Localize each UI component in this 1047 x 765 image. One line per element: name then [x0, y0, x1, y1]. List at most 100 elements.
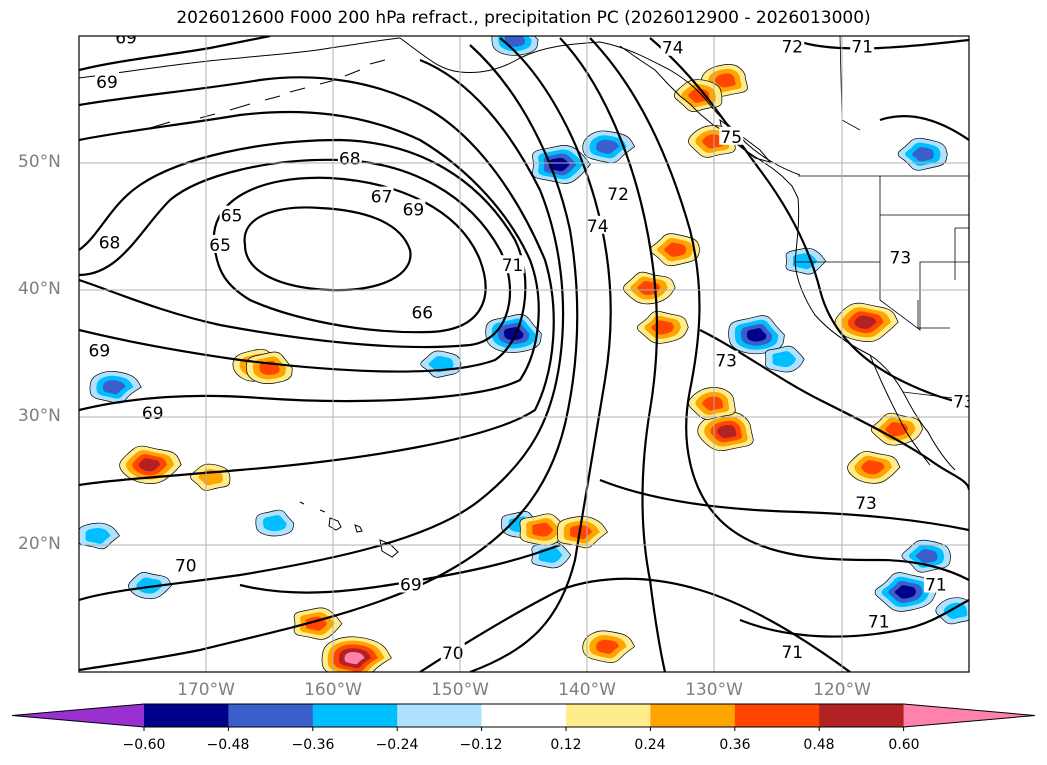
precip-level-fill: [549, 157, 570, 172]
aleutian-islands: [149, 59, 386, 129]
colorbar-extend-max: [903, 704, 1035, 727]
colorbar-tick-label: 0.12: [550, 737, 582, 753]
precip-blob: [847, 451, 901, 484]
precip-level-fill: [746, 328, 767, 342]
contour-label-background: [780, 641, 805, 660]
precip-blob: [765, 345, 805, 373]
contour-label: 67: [371, 188, 393, 208]
precip-blob: [728, 315, 785, 355]
lon-label-140w: 140°W: [558, 680, 616, 700]
hawaii-islands: [299, 501, 399, 558]
map-panel: 65 65 66 67 68 68 69 69 69 69 69 69 70 70 71 71 71 71 71 72…: [78, 35, 970, 673]
contour-73-south: [599, 478, 969, 532]
precip-blob: [688, 387, 736, 420]
contour-label: 70: [442, 644, 464, 664]
contour-label: 68: [99, 233, 121, 253]
contour-label-background: [923, 574, 948, 593]
contour-label-background: [951, 391, 969, 410]
contour-label-background: [888, 247, 913, 266]
contour-label-background: [866, 611, 891, 630]
colorbar-tick-label: −0.36: [291, 737, 335, 753]
colorbar-tick-label: −0.48: [206, 737, 250, 753]
colorbar-swatch: [819, 704, 905, 727]
state-borders: [795, 176, 969, 331]
contour-label: 72: [781, 37, 803, 57]
colorbar-tick-label: 0.48: [803, 737, 835, 753]
colorbar-swatch: [734, 704, 820, 727]
contour-label: 74: [662, 39, 684, 59]
contour-67: [79, 158, 512, 349]
contour-label-background: [714, 350, 739, 369]
precip-blob: [637, 310, 689, 344]
contour-label: 71: [781, 643, 803, 663]
colorbar-swatch: [397, 704, 483, 727]
contour-label-background: [719, 126, 744, 145]
contour-label-background: [660, 37, 685, 56]
contour-label-background: [208, 234, 233, 253]
contour-label: 75: [720, 128, 742, 148]
precip-blob: [79, 522, 120, 550]
contour-65-inner: [243, 206, 412, 292]
colorbar-swatch: [566, 704, 651, 727]
precip-blob: [119, 445, 182, 484]
colorbar-tick-label: 0.60: [888, 737, 920, 753]
contour-label-background: [219, 205, 244, 224]
precip-level-fill: [102, 380, 126, 395]
precip-level-fill: [263, 515, 287, 532]
precip-level-fill: [702, 396, 724, 411]
contour-label-background: [97, 232, 122, 251]
colorbar-tick-label: −0.60: [122, 737, 166, 753]
precip-level-fill: [792, 253, 818, 270]
precip-level-fill: [596, 639, 620, 654]
precip-blob: [89, 371, 142, 404]
contour-labels: 65 65 66 67 68 68 69 69 69 69 69 69 70 70 71 71 71 71 71 72…: [87, 36, 969, 664]
contour-label: 65: [209, 236, 231, 256]
precip-level-fill: [943, 602, 968, 619]
contour-label-background: [440, 643, 465, 662]
contour-69: [79, 110, 540, 412]
gridlines: [79, 36, 969, 672]
contour-74: [589, 37, 969, 581]
contour-label-background: [780, 36, 805, 55]
contour-75: [649, 37, 969, 407]
colorbar-tick-label: −0.12: [459, 737, 503, 753]
lat-label-40: 40°N: [18, 279, 61, 299]
lon-label-130w: 130°W: [685, 680, 743, 700]
contour-label: 69: [89, 341, 111, 361]
contour-label-background: [369, 186, 394, 205]
contour-label: 71: [925, 576, 947, 596]
lat-label-30: 30°N: [18, 406, 61, 426]
precip-level-fill: [138, 458, 161, 472]
precip-blob: [649, 233, 701, 267]
contour-label: 71: [868, 612, 890, 632]
colorbar-tick-label: 0.36: [719, 737, 751, 753]
contour-71-b: [79, 44, 579, 672]
precip-blob: [834, 302, 899, 342]
precip-level-fill: [772, 351, 797, 368]
contour-label-background: [140, 402, 165, 421]
contour-label-background: [94, 72, 119, 91]
precip-level-fill: [85, 527, 111, 544]
contour-label-background: [173, 555, 198, 574]
contour-label: 69: [403, 200, 425, 220]
precip-blob: [485, 314, 542, 353]
contour-72: [469, 37, 612, 672]
precip-level-fill: [715, 73, 736, 88]
map-background: [79, 36, 969, 672]
precip-level-fill: [702, 134, 724, 149]
contour-label-background: [114, 36, 139, 46]
precip-level-fill: [861, 460, 885, 475]
colorbar-swatch: [312, 704, 398, 727]
precip-level-fill: [136, 577, 163, 594]
contour-label-background: [585, 215, 610, 234]
precip-level-fill: [894, 585, 917, 599]
contour-label: 73: [890, 249, 912, 269]
precip-level-fill: [532, 522, 554, 537]
contour-label-background: [606, 184, 631, 202]
precip-level-fill: [664, 242, 687, 257]
contour-71-south: [739, 599, 969, 638]
contour-label-background: [337, 148, 362, 167]
contour-label: 68: [339, 149, 361, 169]
precip-level-fill: [428, 356, 454, 373]
